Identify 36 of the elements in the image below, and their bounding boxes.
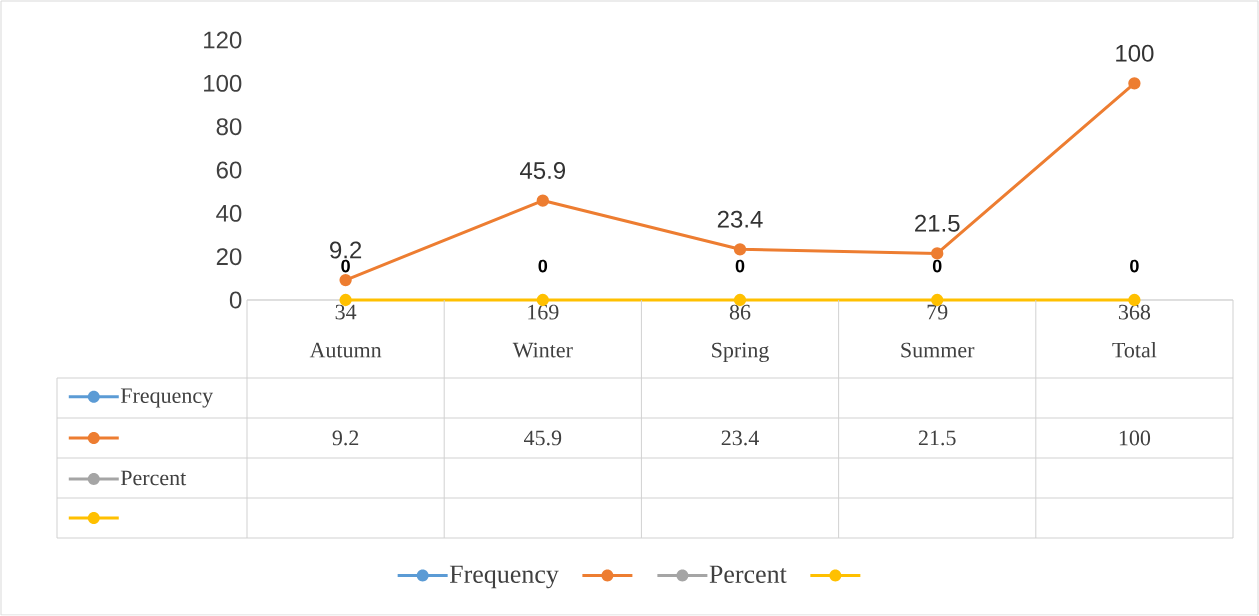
- data-label: 0: [1130, 259, 1139, 273]
- data-label: 0: [538, 259, 548, 273]
- x-tick-label: 169 Winter: [512, 304, 573, 358]
- y-tick-label: 80: [216, 118, 242, 136]
- y-tick-label: 40: [216, 204, 242, 222]
- y-tick-label: 100: [204, 74, 242, 92]
- text: 23.4: [717, 210, 763, 228]
- y-tick-label: 0: [229, 291, 242, 309]
- text: 100: [1116, 44, 1154, 62]
- data-label: 45.9: [524, 430, 562, 446]
- point: [1128, 77, 1141, 90]
- y-tick-label: 20: [216, 248, 242, 266]
- text: 9.2: [330, 241, 362, 259]
- data-label: 0: [932, 259, 942, 273]
- text: 21.5: [915, 214, 960, 232]
- data-label: 0: [341, 259, 350, 273]
- x-tick-label: 86 Spring: [712, 304, 769, 363]
- data-label: 9.2: [332, 430, 359, 446]
- x-tick-label: 368 Total: [1112, 304, 1157, 358]
- data-label: 0: [735, 259, 745, 273]
- point: [536, 194, 549, 207]
- legend-label: Percent: [120, 470, 187, 486]
- y-tick-label: 120: [204, 31, 242, 49]
- data-label: 21.5: [918, 430, 956, 446]
- y-tick-label: 60: [216, 161, 242, 179]
- legend-label: Frequency: [120, 388, 214, 408]
- data-label: 100: [1119, 430, 1151, 446]
- point: [733, 243, 747, 256]
- x-tick-label: 34 Autumn: [309, 304, 382, 358]
- data-label: 23.4: [721, 430, 759, 446]
- point: [931, 247, 944, 260]
- point: [339, 273, 352, 287]
- text: Frequency: [449, 565, 559, 589]
- text: Percent: [709, 565, 787, 583]
- text: 45.9: [519, 161, 566, 179]
- x-tick-label: 79 Summer: [901, 304, 975, 358]
